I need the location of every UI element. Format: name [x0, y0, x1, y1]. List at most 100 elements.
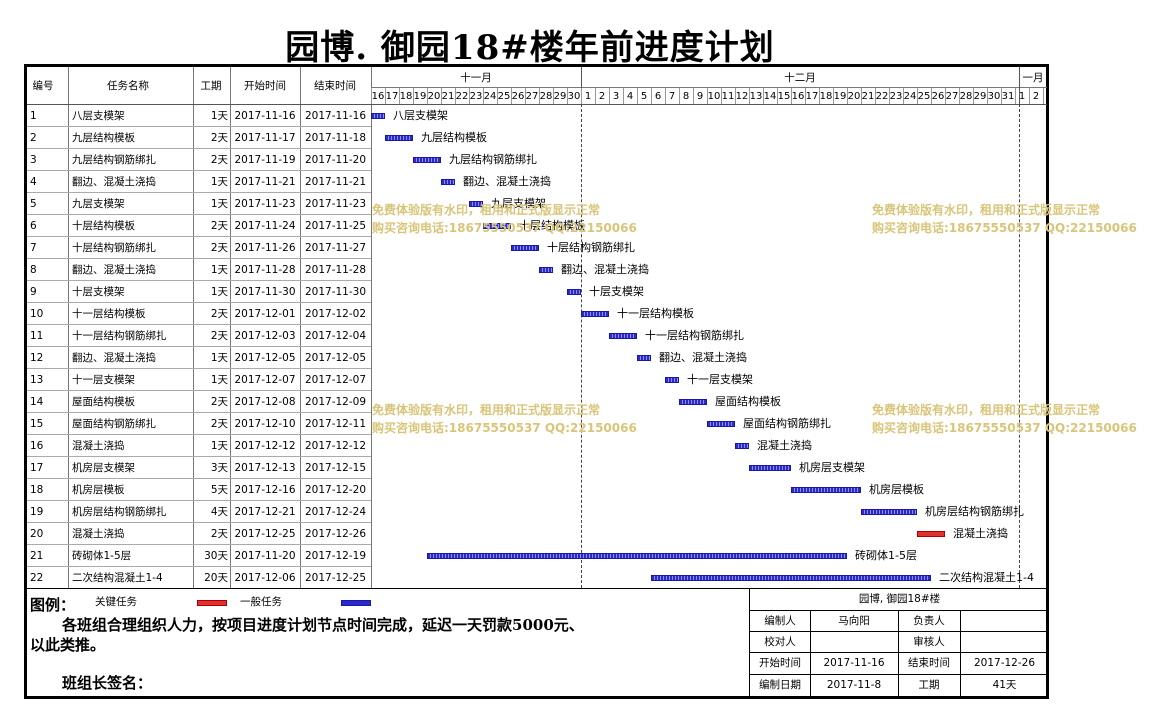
watermark-line1: 免费体验版有水印，租用和正式版显示正常: [872, 203, 1101, 217]
grid-vline: [230, 67, 231, 588]
grid-hline: [371, 87, 1047, 88]
grid-vline: [581, 88, 582, 104]
info-hline: [749, 674, 1049, 675]
task-name: 砖砌体1-5层: [72, 550, 132, 562]
gantt-bar[interactable]: [371, 113, 385, 119]
month-nov: 十一月: [460, 72, 492, 84]
gantt-bar[interactable]: [665, 377, 679, 383]
task-no: 3: [30, 154, 37, 166]
gantt-bar[interactable]: [609, 333, 637, 339]
grid-hline: [27, 434, 371, 435]
grid-vline: [973, 88, 974, 104]
watermark-line1: 免费体验版有水印，租用和正式版显示正常: [872, 403, 1101, 417]
task-start: 2017-11-26: [234, 242, 296, 254]
grid-vline: [889, 88, 890, 104]
gantt-bar[interactable]: [427, 553, 847, 559]
task-no: 16: [30, 440, 44, 452]
task-duration: 1天: [210, 176, 228, 188]
note-line1: 各班组合理组织人力，按项目进度计划节点时间完成，延迟一天罚款5000元、: [62, 616, 584, 634]
header-duration: 工期: [200, 80, 222, 92]
task-duration: 1天: [210, 264, 228, 276]
task-no: 1: [30, 110, 37, 122]
gantt-bar[interactable]: [749, 465, 791, 471]
task-start: 2017-11-16: [234, 110, 296, 122]
grid-vline: [833, 88, 834, 104]
day-label: 20: [427, 91, 441, 102]
task-name: 八层支模架: [72, 110, 125, 122]
grid-vline: [917, 88, 918, 104]
gantt-bar[interactable]: [861, 509, 917, 515]
task-no: 14: [30, 396, 44, 408]
day-label: 27: [945, 91, 959, 102]
task-no: 4: [30, 176, 37, 188]
task-end: 2017-11-25: [304, 220, 367, 232]
gantt-bar[interactable]: [483, 223, 511, 229]
task-end: 2017-11-28: [304, 264, 367, 276]
gantt-frame: [24, 64, 1049, 699]
task-end: 2017-12-20: [304, 484, 367, 496]
grid-vline: [581, 67, 582, 104]
grid-vline: [805, 88, 806, 104]
grid-vline: [1015, 88, 1016, 104]
task-start: 2017-12-21: [234, 506, 296, 518]
task-end: 2017-12-07: [304, 374, 367, 386]
gantt-bar[interactable]: [539, 267, 553, 273]
gantt-bar[interactable]: [567, 289, 581, 295]
day-label: 22: [455, 91, 469, 102]
task-start: 2017-12-13: [234, 462, 296, 474]
day-label: 11: [721, 91, 735, 102]
task-no: 8: [30, 264, 37, 276]
task-start: 2017-12-16: [234, 484, 296, 496]
task-no: 6: [30, 220, 37, 232]
header-start: 开始时间: [244, 80, 286, 92]
task-no: 11: [30, 330, 44, 342]
gantt-bar-label: 机房层模板: [869, 483, 924, 496]
gantt-bar[interactable]: [735, 443, 749, 449]
grid-vline: [455, 88, 456, 104]
task-end: 2017-11-30: [304, 286, 367, 298]
day-label: 20: [847, 91, 861, 102]
task-name: 混凝土浇捣: [72, 528, 125, 540]
grid-vline: [58, 67, 59, 588]
gantt-bar-label: 翻边、混凝土浇捣: [659, 351, 747, 364]
task-duration: 2天: [210, 220, 228, 232]
grid-vline: [749, 588, 750, 699]
info-end: 2017-12-26: [973, 657, 1036, 669]
gantt-bar-label: 屋面结构模板: [715, 395, 781, 408]
task-name: 十一层支模架: [72, 374, 135, 386]
gantt-bar[interactable]: [581, 311, 609, 317]
gantt-bar[interactable]: [441, 179, 455, 185]
day-label: 21: [861, 91, 875, 102]
gantt-bar-label: 十一层结构钢筋绑扎: [645, 329, 744, 342]
day-label: 10: [707, 91, 721, 102]
day-label: 29: [553, 91, 567, 102]
grid-vline: [511, 88, 512, 104]
task-no: 7: [30, 242, 37, 254]
page-title: 园博. 御园18#楼年前进度计划: [285, 28, 775, 68]
task-duration: 1天: [210, 352, 228, 364]
grid-hline: [27, 236, 371, 237]
gantt-bar[interactable]: [637, 355, 651, 361]
grid-vline: [749, 88, 750, 104]
task-no: 9: [30, 286, 37, 298]
day-label: 19: [833, 91, 847, 102]
gantt-bar[interactable]: [679, 399, 707, 405]
grid-vline: [875, 88, 876, 104]
grid-vline: [483, 88, 484, 104]
gantt-bar[interactable]: [469, 201, 483, 207]
gantt-bar[interactable]: [511, 245, 539, 251]
grid-hline: [27, 412, 371, 413]
task-duration: 1天: [210, 198, 228, 210]
grid-vline: [525, 88, 526, 104]
grid-vline: [497, 88, 498, 104]
day-label: 21: [441, 91, 455, 102]
gantt-bar[interactable]: [707, 421, 735, 427]
task-duration: 2天: [210, 418, 228, 430]
gantt-bar[interactable]: [791, 487, 861, 493]
task-end: 2017-12-24: [304, 506, 367, 518]
legend-critical-label: 关键任务: [95, 596, 137, 608]
gantt-bar[interactable]: [917, 531, 945, 537]
gantt-bar[interactable]: [651, 575, 931, 581]
gantt-bar[interactable]: [385, 135, 413, 141]
gantt-bar[interactable]: [413, 157, 441, 163]
